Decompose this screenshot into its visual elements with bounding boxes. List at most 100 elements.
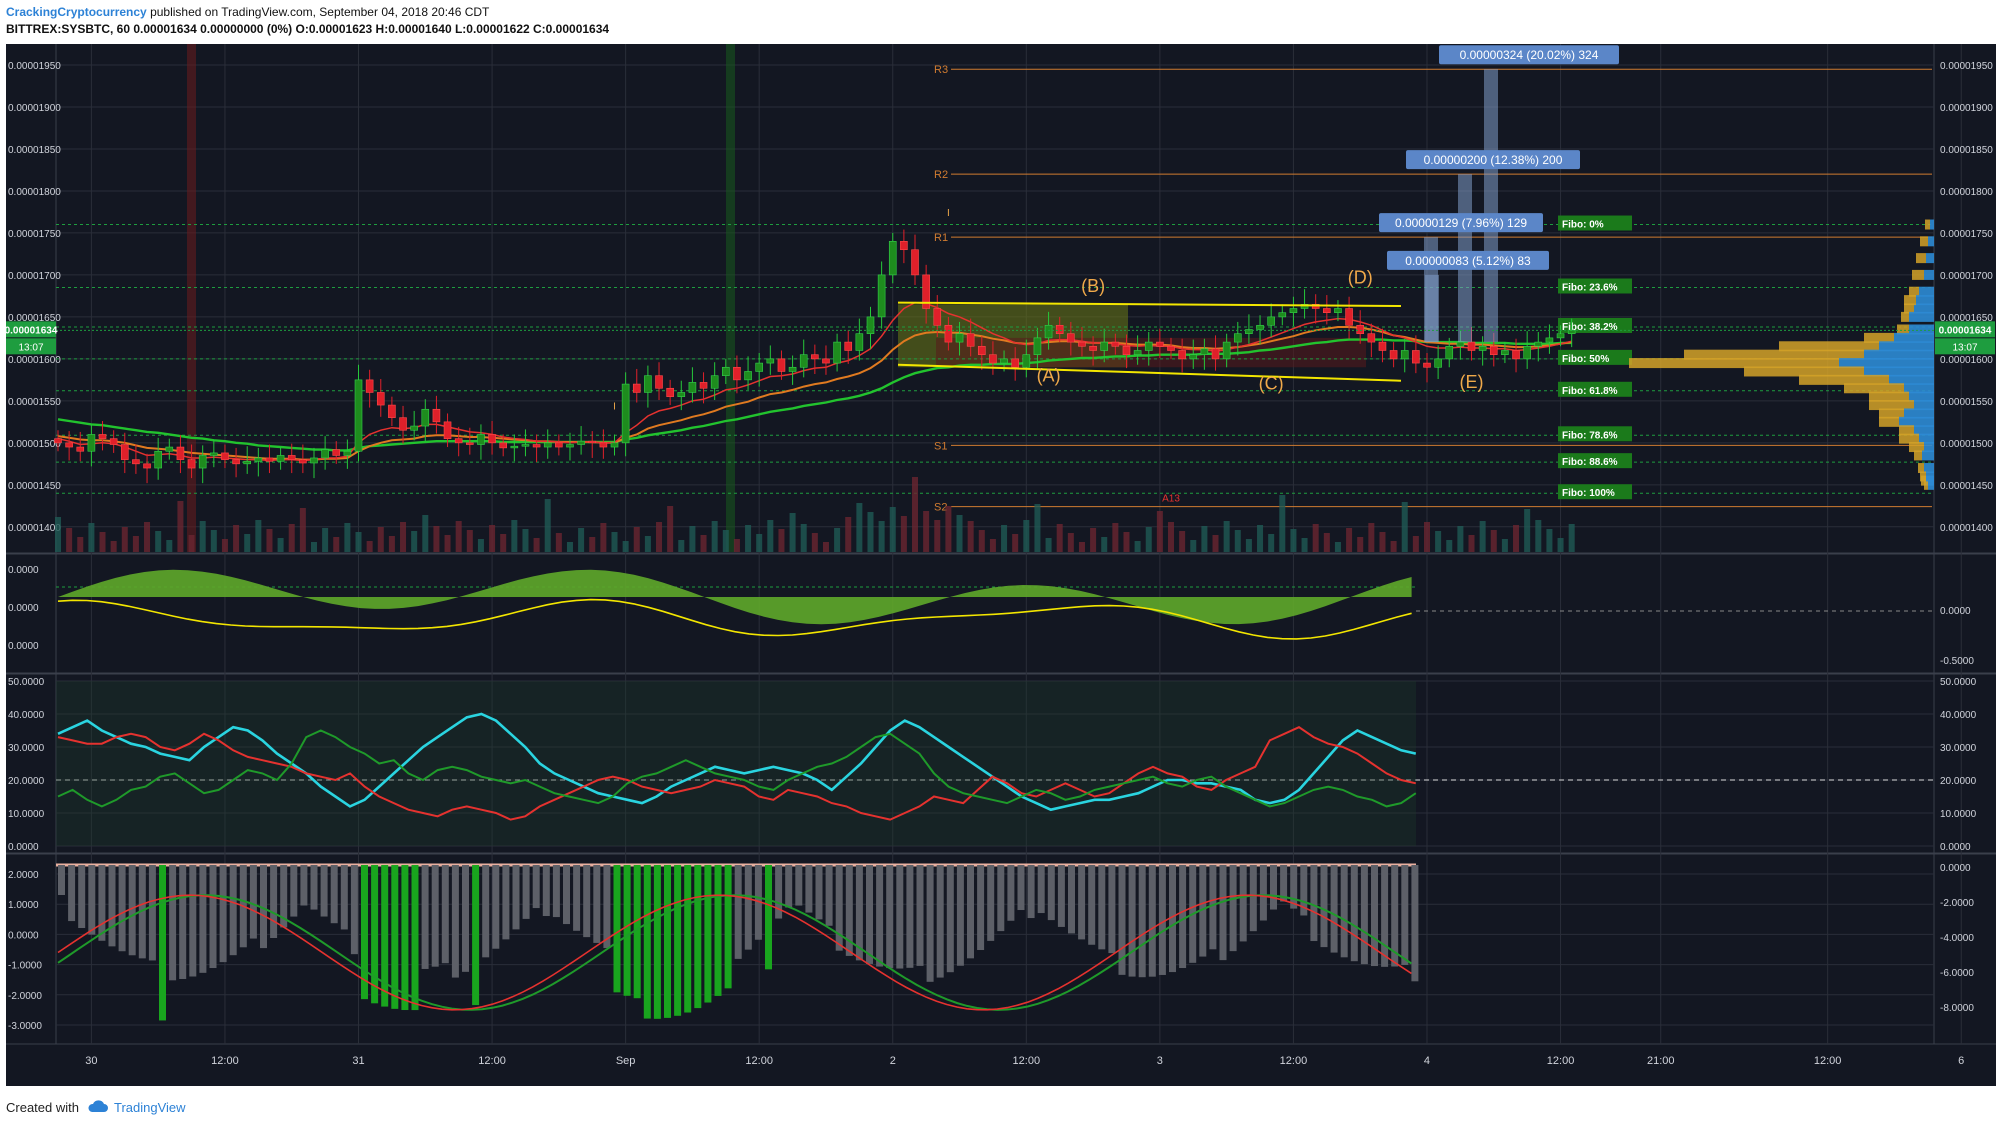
macd-bar-gray (936, 865, 944, 978)
macd-bar-green (633, 865, 641, 999)
chart-canvas[interactable]: 30 12:00 31 12:00 Sep 12:00 2 12:00 3 12:00 4 12:00… (5, 44, 1996, 1086)
volume-profile-down (1684, 349, 1864, 360)
candle-up (1022, 354, 1031, 368)
candle-down (98, 434, 107, 439)
macd-bar-gray (845, 865, 853, 956)
measure-bar (1484, 69, 1498, 343)
candle-up (1478, 345, 1487, 351)
volume-profile-down (1879, 408, 1904, 419)
countdown-right: 13:07 (1952, 342, 1977, 353)
volume-profile-up (1922, 450, 1934, 461)
macd-bar-gray (734, 865, 742, 959)
volume-bar (878, 521, 885, 552)
volume-bar (912, 477, 919, 552)
last-price-tag-left (6, 321, 56, 338)
volume-profile-down (1918, 463, 1924, 474)
macd-tick-left: 0.0000 (8, 930, 39, 941)
time-tick-label: Sep (616, 1055, 636, 1067)
measure-label: 0.00000129 (7.96%) 129 (1395, 216, 1527, 230)
macd-bar-gray (1179, 865, 1187, 969)
macd-bar-gray (785, 865, 793, 908)
volume-bar (1568, 524, 1575, 552)
candle-up (1556, 333, 1565, 339)
signal-marker: I (947, 208, 950, 219)
macd-bar-gray (1088, 865, 1096, 945)
signal-marker: I (613, 401, 616, 412)
macd-bar-gray (502, 865, 510, 940)
macd-bar-gray (583, 865, 591, 938)
candle-down (699, 382, 708, 389)
volume-bar (411, 531, 418, 552)
candle-up (477, 434, 485, 445)
macd-bar-gray (946, 865, 954, 973)
volume-bar (611, 532, 618, 552)
macd-bar-gray (815, 865, 823, 920)
candle-down (65, 442, 73, 448)
macd-bar-gray (148, 865, 156, 961)
chart-svg[interactable]: 30 12:00 31 12:00 Sep 12:00 2 12:00 3 12:00 4 12:00… (5, 44, 1996, 1086)
candle-down (221, 452, 229, 460)
candle-down (132, 459, 140, 465)
dmi-series-line (57, 729, 1417, 808)
candle-down (1389, 350, 1398, 360)
volume-bar (366, 541, 373, 552)
volume-bar (1056, 524, 1063, 552)
candle-down (933, 308, 942, 326)
last-price-right: 0.00001634 (1939, 325, 1992, 336)
candle-up (866, 316, 875, 334)
price-tick-label-left: 0.00001950 (8, 61, 61, 72)
volume-bar (266, 529, 273, 552)
macd-bar-gray (926, 865, 934, 982)
fibo-label-box (1558, 349, 1632, 365)
volume-bar (444, 535, 451, 552)
candle-up (1200, 348, 1209, 355)
candle-down (1512, 350, 1520, 360)
volume-bar (589, 537, 596, 552)
candle-down (466, 442, 474, 445)
footer: Created with TradingView (6, 1096, 186, 1118)
candle-down (1467, 341, 1476, 351)
candle-down (332, 449, 341, 456)
tradingview-logo[interactable]: TradingView (87, 1100, 186, 1115)
macd-bar-gray (1047, 865, 1055, 921)
candle-up (1189, 354, 1198, 360)
macd-bar-gray (1259, 865, 1267, 921)
macd-bar-gray (1148, 865, 1156, 977)
macd-bar-gray (98, 865, 106, 941)
macd-bar-gray (1340, 865, 1348, 958)
candle-down (777, 358, 786, 372)
macd-bar-gray (956, 865, 964, 966)
volume-bar (1012, 534, 1019, 552)
volume-bar (923, 511, 930, 552)
volume-bar (756, 534, 763, 552)
volume-profile-down (1901, 311, 1909, 322)
macd-bar-gray (128, 865, 136, 956)
author-link[interactable]: CrackingCryptocurrency (6, 5, 147, 19)
candle-down (922, 274, 930, 309)
volume-bar (489, 525, 496, 552)
measure-label-box (1379, 213, 1543, 233)
candle-up (276, 455, 285, 462)
candle-down (1345, 308, 1353, 326)
volume-profile-up (1924, 269, 1934, 280)
volume-profile-down (1869, 391, 1909, 402)
macd-bar-green (623, 865, 631, 996)
volume-profile-down (1629, 358, 1839, 369)
volume-profile-up (1928, 479, 1934, 490)
green-event-band (726, 44, 735, 552)
countdown-tag-right (1935, 338, 1995, 355)
volume-profile-up (1914, 425, 1934, 436)
candle-up (877, 274, 886, 318)
macd-bar-gray (1057, 865, 1065, 927)
macd-bar-gray (330, 865, 338, 924)
volume-profile-up (1839, 358, 1934, 369)
candle-down (454, 438, 463, 444)
macd-bar-gray (542, 865, 550, 917)
volume-profile-down (1899, 433, 1919, 444)
price-tick-label-left: 0.00001650 (8, 313, 61, 324)
volume-bar (132, 536, 139, 552)
volume-profile-up (1909, 311, 1934, 322)
candle-down (811, 354, 819, 360)
macd-bar-gray (441, 865, 449, 964)
volume-bar (800, 524, 807, 552)
